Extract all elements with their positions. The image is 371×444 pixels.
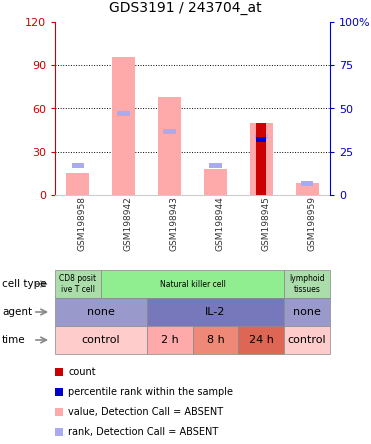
Text: 24 h: 24 h <box>249 335 274 345</box>
Text: lymphoid
tissues: lymphoid tissues <box>289 274 325 293</box>
Text: none: none <box>293 307 321 317</box>
Text: IL-2: IL-2 <box>205 307 226 317</box>
Text: cell type: cell type <box>2 279 47 289</box>
Bar <box>66 173 89 195</box>
Text: percentile rank within the sample: percentile rank within the sample <box>68 387 233 397</box>
Text: CD8 posit
ive T cell: CD8 posit ive T cell <box>59 274 96 293</box>
Bar <box>250 123 273 195</box>
Text: control: control <box>288 335 326 345</box>
Bar <box>72 163 84 168</box>
Bar <box>256 123 266 195</box>
Bar <box>163 129 176 134</box>
Text: time: time <box>2 335 26 345</box>
Text: none: none <box>87 307 115 317</box>
Bar <box>296 183 319 195</box>
Bar <box>301 181 313 186</box>
Text: 2 h: 2 h <box>161 335 178 345</box>
Text: rank, Detection Call = ABSENT: rank, Detection Call = ABSENT <box>68 427 218 437</box>
Text: Natural killer cell: Natural killer cell <box>160 280 226 289</box>
Text: agent: agent <box>2 307 32 317</box>
Bar <box>112 56 135 195</box>
Text: value, Detection Call = ABSENT: value, Detection Call = ABSENT <box>68 407 223 417</box>
Text: count: count <box>68 367 96 377</box>
Bar <box>256 137 266 143</box>
Text: GDS3191 / 243704_at: GDS3191 / 243704_at <box>109 1 262 16</box>
Bar <box>118 111 130 116</box>
Bar <box>255 135 267 139</box>
Bar <box>209 163 222 168</box>
Bar <box>158 97 181 195</box>
Bar <box>204 169 227 195</box>
Text: control: control <box>82 335 120 345</box>
Text: 8 h: 8 h <box>207 335 224 345</box>
